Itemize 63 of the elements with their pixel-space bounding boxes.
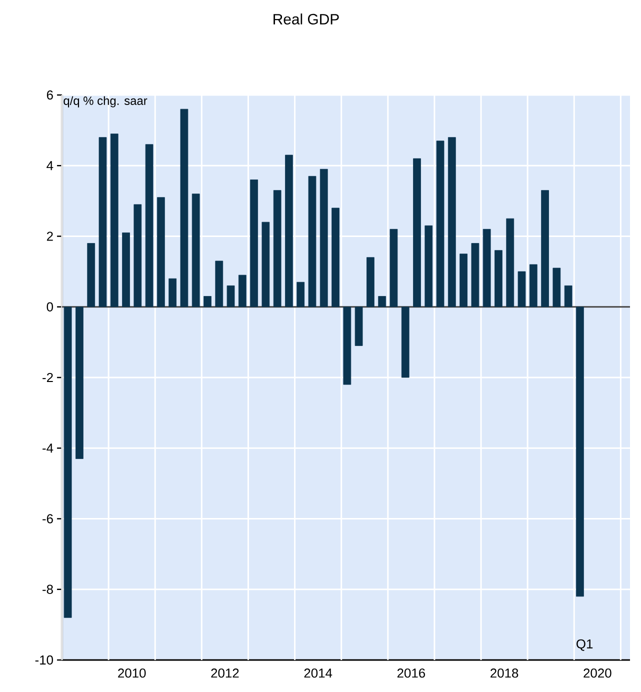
y-axis-title: q/q % chg. saar (64, 96, 148, 108)
y-tick-label: 0 (46, 302, 54, 312)
bar (145, 144, 154, 308)
bar (110, 134, 118, 308)
bar (448, 137, 456, 308)
bar (354, 306, 363, 346)
bar (87, 243, 96, 308)
bar (436, 140, 444, 308)
bar (401, 306, 410, 378)
bar (180, 108, 188, 308)
bar (192, 194, 200, 308)
bar (250, 180, 258, 308)
bar (552, 268, 561, 308)
bar (226, 285, 235, 308)
bar (460, 254, 468, 308)
bar (215, 260, 224, 308)
bar (262, 222, 270, 308)
bar (76, 306, 84, 459)
bar (506, 218, 514, 308)
y-tick-label: -2 (42, 372, 53, 382)
bar (332, 208, 340, 308)
bar (378, 296, 386, 308)
bar (308, 176, 316, 308)
bar (238, 274, 246, 308)
bar (273, 190, 282, 308)
bar (366, 257, 374, 308)
bar (564, 285, 572, 308)
bar (541, 190, 549, 308)
bar (64, 306, 72, 618)
bar (204, 296, 212, 308)
x-tick-label: 2010 (118, 668, 146, 678)
x-tick-label: 2014 (304, 668, 332, 678)
bar (168, 278, 176, 308)
bar (482, 228, 491, 308)
bar (157, 197, 165, 308)
bar (494, 250, 502, 308)
bar (320, 168, 328, 308)
x-tick-label: 2012 (211, 668, 239, 678)
bar (518, 271, 526, 308)
bar (424, 225, 433, 308)
y-tick-label: -8 (42, 584, 53, 594)
bar (413, 158, 421, 308)
bar (296, 282, 305, 308)
y-tick-label: -6 (42, 514, 53, 524)
bar (122, 232, 130, 308)
x-tick-label: 2020 (584, 668, 612, 678)
y-tick-label: -4 (42, 444, 54, 453)
bar (134, 204, 142, 308)
y-tick-label: 2 (46, 232, 53, 241)
bar (390, 228, 398, 308)
y-tick-label: 6 (46, 90, 53, 100)
bar (98, 137, 107, 308)
bar (576, 306, 584, 597)
x-tick-label: 2018 (490, 668, 518, 678)
bar (285, 154, 293, 308)
annotation: Q1 (576, 639, 593, 651)
bar (471, 243, 480, 308)
x-tick-label: 2016 (397, 668, 426, 678)
bar (529, 264, 538, 308)
bar (343, 306, 352, 385)
y-tick-label: 4 (46, 161, 54, 170)
chart-title: Real GDP (274, 14, 339, 24)
y-tick-label: -10 (35, 655, 53, 665)
